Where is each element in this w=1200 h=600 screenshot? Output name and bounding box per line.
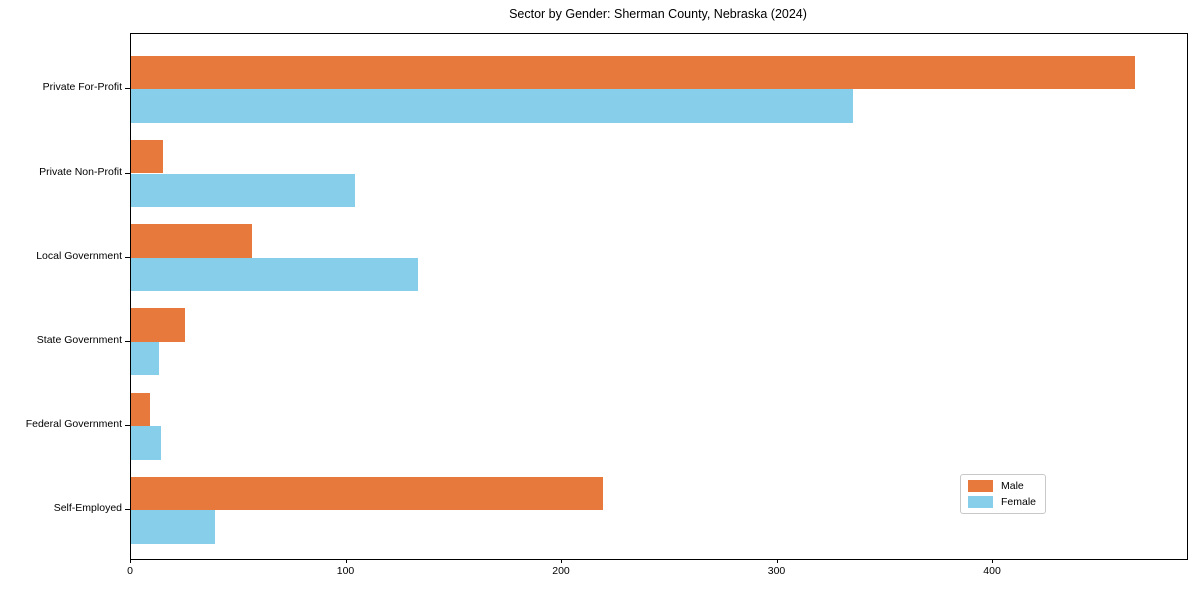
y-tick-mark bbox=[125, 88, 130, 90]
bar-male-private-for-profit bbox=[131, 55, 1136, 90]
y-tick-label-private-non-profit: Private Non-Profit bbox=[39, 165, 122, 178]
y-tick-label-self-employed: Self-Employed bbox=[53, 502, 122, 515]
bar-female-private-non-profit bbox=[131, 173, 356, 208]
bar-male-private-non-profit bbox=[131, 139, 164, 174]
bar-male-state-government bbox=[131, 308, 185, 342]
y-tick-label-state-government: State Government bbox=[36, 333, 122, 346]
legend-label-male: Male bbox=[1001, 480, 1024, 492]
y-tick-label-local-government: Local Government bbox=[36, 249, 122, 262]
x-tick-mark bbox=[992, 559, 994, 563]
x-tick-mark bbox=[776, 559, 778, 563]
bar-male-local-government bbox=[131, 224, 252, 258]
x-tick-mark bbox=[561, 559, 563, 563]
legend-item-male: Male bbox=[968, 480, 1036, 492]
chart-title: Sector by Gender: Sherman County, Nebras… bbox=[509, 7, 807, 21]
x-tick-label-200: 200 bbox=[552, 565, 570, 577]
x-tick-mark bbox=[130, 559, 131, 563]
y-tick-mark bbox=[125, 340, 130, 342]
bar-female-private-for-profit bbox=[131, 89, 853, 123]
x-tick-mark bbox=[345, 559, 347, 563]
bar-female-local-government bbox=[131, 257, 418, 292]
bar-female-federal-government bbox=[131, 426, 162, 460]
x-tick-label-300: 300 bbox=[767, 565, 786, 577]
x-tick-label-400: 400 bbox=[983, 565, 1001, 577]
y-tick-mark bbox=[125, 256, 130, 258]
bar-male-federal-government bbox=[131, 392, 151, 427]
bar-female-state-government bbox=[131, 341, 160, 376]
y-tick-mark bbox=[125, 172, 130, 174]
y-tick-mark bbox=[125, 425, 130, 427]
x-tick-label-100: 100 bbox=[336, 565, 355, 577]
y-tick-label-federal-government: Federal Government bbox=[25, 418, 122, 431]
legend: Male Female bbox=[960, 474, 1047, 514]
bar-female-self-employed bbox=[131, 510, 216, 544]
y-tick-mark bbox=[125, 509, 130, 511]
x-tick-label-0: 0 bbox=[127, 565, 133, 577]
legend-item-female: Female bbox=[968, 496, 1036, 508]
female-series-swatch bbox=[968, 496, 993, 508]
plot-area bbox=[130, 33, 1188, 560]
legend-label-female: Female bbox=[1001, 496, 1037, 508]
male-series-swatch bbox=[968, 480, 993, 492]
bar-male-self-employed bbox=[131, 476, 603, 511]
y-tick-label-private-for-profit: Private For-Profit bbox=[42, 81, 122, 94]
